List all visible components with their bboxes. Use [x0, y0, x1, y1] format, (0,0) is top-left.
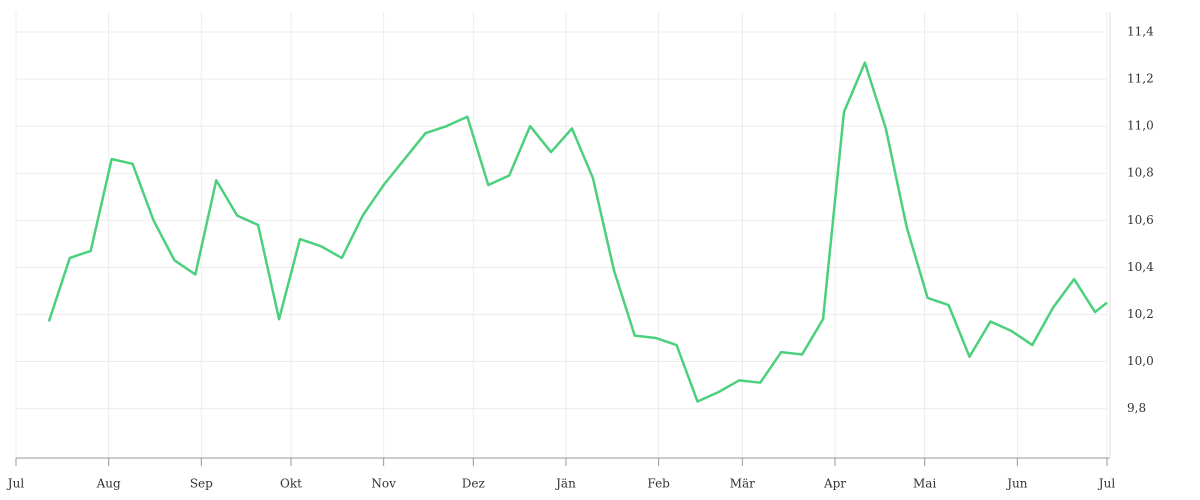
y-tick-label: 10,2 [1127, 307, 1154, 321]
x-tick-label: Apr [823, 477, 846, 491]
y-tick-label: 9,8 [1127, 401, 1146, 415]
x-tick-label: Jun [1005, 477, 1028, 491]
y-tick-label: 11,2 [1127, 72, 1154, 86]
x-tick-label: Nov [371, 477, 396, 491]
x-tick-label: Aug [96, 477, 121, 491]
x-tick-label: Okt [280, 477, 302, 491]
y-tick-label: 10,8 [1127, 166, 1154, 180]
x-tick-label: Dez [462, 477, 485, 491]
x-tick-label: Mär [730, 477, 755, 491]
y-tick-label: 11,4 [1127, 25, 1154, 39]
x-tick-label: Mai [913, 477, 936, 491]
x-tick-label: Jul [1097, 477, 1116, 491]
x-tick-label: Sep [190, 477, 213, 491]
x-tick-label: Feb [647, 477, 670, 491]
x-tick-label: Jän [554, 477, 576, 491]
y-tick-label: 11,0 [1127, 119, 1154, 133]
x-tick-label: Jul [6, 477, 25, 491]
y-tick-label: 10,0 [1127, 354, 1154, 368]
y-tick-label: 10,6 [1127, 213, 1154, 227]
line [47, 61, 1108, 403]
y-tick-label: 10,4 [1127, 260, 1154, 274]
